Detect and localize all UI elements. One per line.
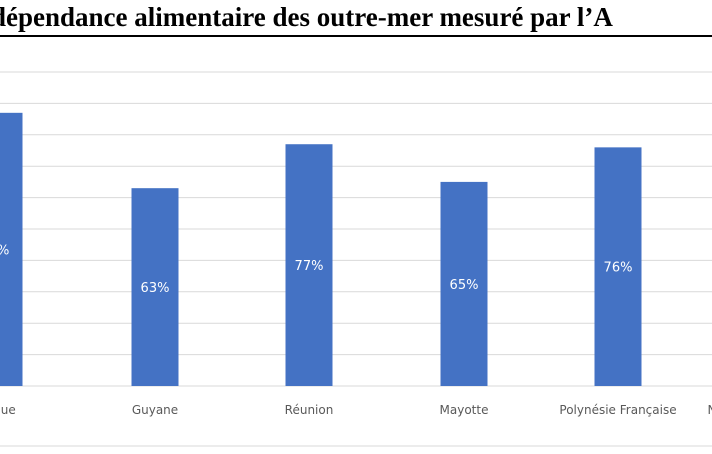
category-label: nique	[0, 403, 16, 417]
bar	[594, 147, 642, 386]
bar-value-label: 63%	[141, 281, 170, 296]
category-label: Polynésie Française	[559, 403, 676, 417]
bar	[131, 188, 179, 386]
bar-value-label: 7%	[0, 243, 9, 258]
bar-value-label: 77%	[295, 259, 324, 274]
bar-value-label: 65%	[450, 278, 479, 293]
page-title: dépendance alimentaire des outre-mer mes…	[0, 2, 613, 32]
category-label: Réunion	[285, 403, 334, 417]
bars	[0, 112, 642, 386]
bar	[285, 144, 333, 386]
gridlines	[0, 71, 712, 447]
bar	[0, 112, 23, 386]
category-label: Guyane	[132, 403, 178, 417]
chart-svg: 7% 63% 77% 65% 76% nique Guyane Réunion Mayotte…	[0, 71, 712, 447]
category-label: N	[708, 403, 712, 417]
bar	[440, 181, 488, 386]
category-labels: nique Guyane Réunion Mayotte Polynésie Franç…	[0, 403, 712, 417]
category-label: Mayotte	[440, 403, 489, 417]
bar-chart: 7% 63% 77% 65% 76% nique Guyane Réunion Mayotte…	[0, 40, 712, 454]
bar-value-labels: 7% 63% 77% 65% 76%	[0, 243, 632, 296]
bar-value-label: 76%	[604, 261, 633, 276]
title-underline	[0, 35, 712, 37]
